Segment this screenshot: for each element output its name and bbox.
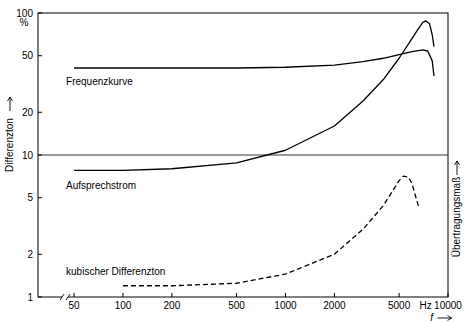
- grid-line: [38, 155, 448, 156]
- y-tick: [38, 55, 42, 56]
- x-tick: [122, 293, 123, 297]
- x-tick: [448, 293, 449, 297]
- series-line: [123, 176, 419, 286]
- y-tick-label: 5: [27, 192, 33, 203]
- x-tick: [399, 293, 400, 297]
- y-tick-label: 50: [22, 50, 34, 61]
- y-tick: [38, 197, 42, 198]
- chart: 125102050100%501002005001000200050001000…: [0, 0, 466, 323]
- series-label: kubischer Differenzton: [66, 266, 165, 277]
- x-tick-label: 50: [68, 300, 80, 311]
- x-tick: [285, 293, 286, 297]
- y-tick: [38, 155, 42, 156]
- y-unit: %: [20, 17, 29, 28]
- x-unit: Hz: [419, 300, 431, 311]
- x-tick-label: 100: [115, 300, 132, 311]
- y-tick-label: 10: [22, 150, 34, 161]
- x-tick: [74, 293, 75, 297]
- y-axis-arrow: [8, 97, 13, 111]
- x-axis-arrow: [438, 316, 452, 321]
- y-tick: [38, 112, 42, 113]
- series-line: [74, 21, 434, 170]
- series-group: [74, 21, 434, 286]
- series-label: Frequenzkurve: [66, 76, 133, 87]
- series-label: Aufsprechstrom: [66, 180, 136, 191]
- x-tick-label: 1000: [274, 300, 297, 311]
- series-line: [74, 50, 434, 76]
- y-tick: [38, 297, 42, 298]
- y-tick-label: 1: [27, 292, 33, 303]
- plot-frame: [38, 13, 448, 297]
- x-tick-label: 5000: [388, 300, 411, 311]
- x-tick: [171, 293, 172, 297]
- x-tick: [236, 293, 237, 297]
- x-tick-label: 10000: [434, 300, 462, 311]
- axis-break-gap: [62, 293, 68, 301]
- x-tick-label: 2000: [323, 300, 346, 311]
- y2-axis-arrow: [455, 161, 460, 175]
- x-tick-label: 500: [228, 300, 245, 311]
- x-tick-label: 200: [164, 300, 181, 311]
- y-tick: [38, 254, 42, 255]
- x-tick: [334, 293, 335, 297]
- y-tick-label: 2: [27, 249, 33, 260]
- y-tick: [38, 13, 42, 14]
- y2-axis-label: Übertragungsmaß: [451, 177, 462, 258]
- x-axis-label: f: [430, 312, 434, 323]
- y-tick-label: 20: [22, 107, 34, 118]
- y-axis-label: Differenzton: [4, 118, 15, 172]
